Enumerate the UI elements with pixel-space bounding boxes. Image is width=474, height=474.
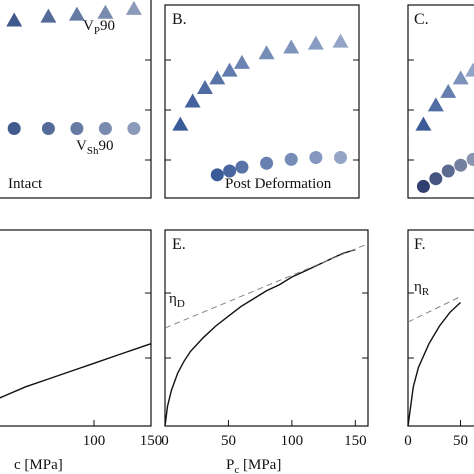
panel-e-frame <box>164 229 369 427</box>
panel-c-circle-point <box>429 172 443 186</box>
panel-d-xlabel: c [MPa] <box>14 457 63 473</box>
panel-a-annotation: Intact <box>8 176 43 192</box>
panel-a: VP90 VSh90 Intact <box>0 0 152 199</box>
panel-e-xtick-label: 50 <box>221 433 236 449</box>
panel-a-circle-point <box>41 122 55 136</box>
panel-b-triangle-point <box>221 62 238 77</box>
panel-d-frame <box>0 229 152 427</box>
panel-d-yticks <box>145 292 151 359</box>
panel-f-label: F. <box>414 236 426 253</box>
panel-a-circle-point <box>127 122 141 136</box>
panel-e-xtick-label: 0 <box>161 433 169 449</box>
panel-e-xtick-label: 150 <box>344 433 367 449</box>
panel-a-frame <box>0 0 152 199</box>
panel-b-triangle-point <box>184 93 201 108</box>
panel-e-lines <box>164 243 369 427</box>
panel-f-xticks: 0 50 <box>404 420 468 449</box>
panel-f-xtick-label: 50 <box>453 433 468 449</box>
panel-c-yticks <box>408 59 414 161</box>
panel-e: E. ηD 0 50 100 150 Pc [MPa] <box>161 229 369 474</box>
panel-b-yticks <box>165 59 359 161</box>
panel-a-triangle-point <box>125 0 142 15</box>
panel-b-marks <box>172 33 349 182</box>
panel-c-circle-point <box>441 164 455 178</box>
panel-e-xtick-label: 100 <box>281 433 304 449</box>
panel-c-triangle-point <box>465 62 474 77</box>
panel-c-label: C. <box>414 11 429 28</box>
panel-a-label-vp: VP90 <box>83 18 115 37</box>
panel-b-triangle-point <box>307 35 324 50</box>
panel-a-circle-point <box>7 122 21 136</box>
panel-b-frame <box>164 4 360 199</box>
panel-c-triangle-point <box>452 70 469 85</box>
panel-e-annotation: ηD <box>169 291 185 310</box>
panel-d-xticks: 100 150 <box>83 420 163 449</box>
panel-c-marks <box>415 62 474 193</box>
panel-b-triangle-point <box>172 116 189 131</box>
panel-e-label: E. <box>172 236 186 253</box>
panel-c-triangle-point <box>440 83 457 98</box>
panel-f-solid-line <box>407 301 461 427</box>
panel-c-frame <box>407 4 474 199</box>
panel-e-dashed-line <box>164 243 369 329</box>
panel-b-triangle-point <box>209 70 226 85</box>
panel-b-circle-point <box>223 164 237 178</box>
panel-a-triangle-point <box>40 8 57 23</box>
panel-f-frame <box>407 229 474 427</box>
panel-c-circle-point <box>454 158 468 172</box>
panel-a-triangle-point <box>97 4 114 19</box>
panel-e-solid-line <box>164 248 356 427</box>
panel-e-xlabel: Pc [MPa] <box>226 457 281 474</box>
panel-e-yticks <box>165 292 368 359</box>
panel-b-circle-point <box>334 150 348 164</box>
panel-c-circle-point <box>416 179 430 193</box>
panel-b-triangle-point <box>258 45 275 60</box>
panel-a-triangle-point <box>6 12 23 27</box>
panel-b-circle-point <box>284 152 298 166</box>
panel-b-triangle-point <box>233 54 250 69</box>
panel-b-circle-point <box>309 150 323 164</box>
panel-b-triangle-point <box>196 79 213 94</box>
panel-b-triangle-point <box>283 39 300 54</box>
panel-d-solid-line <box>0 343 152 399</box>
panel-a-triangle-point <box>68 6 85 21</box>
panel-c-triangle-point <box>415 116 432 131</box>
panel-a-label-vsh: VSh90 <box>76 138 113 157</box>
panel-f-annotation: ηR <box>414 279 430 298</box>
panel-b-label: B. <box>172 11 187 28</box>
panel-b-circle-point <box>260 156 274 170</box>
panel-f-yticks <box>408 292 414 359</box>
panel-d-xtick-label: 100 <box>83 433 106 449</box>
panel-f-lines <box>407 296 461 427</box>
panel-d: 100 150 c [MPa] <box>0 229 163 473</box>
panel-f: F. ηR 0 50 <box>404 229 474 449</box>
panel-b-circle-point <box>235 160 249 174</box>
panel-d-lines <box>0 343 152 399</box>
panel-c: C. <box>407 4 474 199</box>
panel-a-circle-point <box>70 122 84 136</box>
panel-f-xtick-label: 0 <box>404 433 412 449</box>
panel-b-triangle-point <box>332 33 349 48</box>
panel-c-circle-point <box>466 152 474 166</box>
panel-b: B. Post Deformation <box>164 4 360 199</box>
panel-d-xtick-label: 150 <box>140 433 163 449</box>
panel-c-triangle-point <box>427 97 444 112</box>
panel-e-xticks: 0 50 100 150 <box>161 420 367 449</box>
panel-a-yticks <box>145 59 151 161</box>
panel-a-marks <box>6 0 142 136</box>
panel-a-circle-point <box>98 122 112 136</box>
panel-b-circle-point <box>210 168 224 182</box>
panel-b-annotation: Post Deformation <box>225 176 332 192</box>
